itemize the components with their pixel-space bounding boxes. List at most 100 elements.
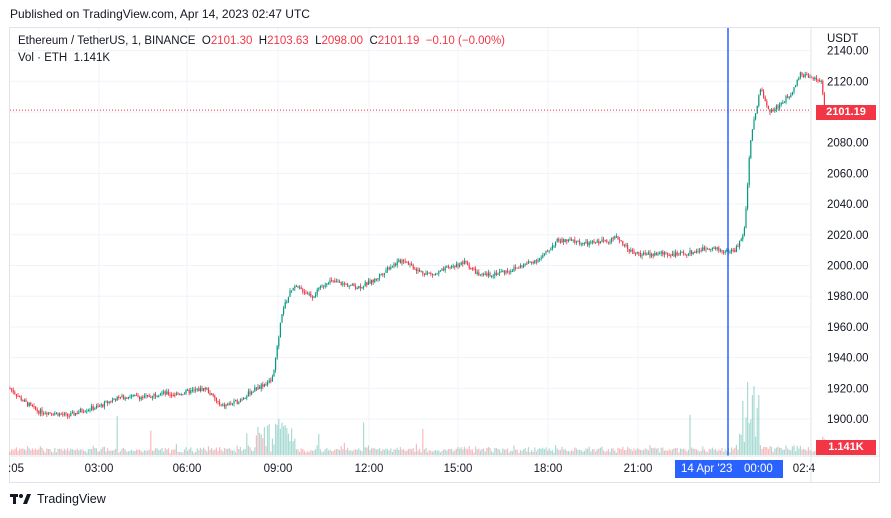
candle [662, 251, 664, 255]
volume-bar [87, 449, 89, 455]
volume-bar [764, 446, 766, 455]
candle [671, 253, 673, 256]
volume-bar [100, 448, 102, 455]
candle [587, 241, 589, 246]
volume-bar [319, 449, 321, 455]
volume-bar [742, 400, 744, 455]
candle [646, 254, 648, 256]
candle [270, 380, 272, 382]
volume-bar [95, 448, 97, 455]
volume-bar [292, 441, 294, 455]
chart-frame[interactable] [9, 27, 880, 483]
volume-bar [702, 446, 704, 455]
candle [497, 273, 499, 275]
candle [164, 391, 166, 395]
candle [227, 404, 229, 406]
volume-bar [12, 450, 14, 455]
candle [503, 270, 505, 274]
volume-bar [537, 449, 539, 455]
volume-bar [351, 451, 353, 455]
candle [246, 396, 248, 399]
candle [649, 252, 651, 257]
candle [812, 78, 814, 80]
volume-bar [217, 450, 219, 455]
candle [281, 314, 283, 323]
candle [356, 287, 358, 289]
volume-bar [577, 449, 579, 455]
volume-bar [428, 449, 430, 455]
volume-bar [335, 449, 337, 455]
candle [593, 240, 595, 243]
candle [502, 270, 504, 272]
candle [222, 404, 224, 406]
candle [799, 72, 801, 78]
volume-bar [785, 445, 787, 455]
volume-bar [340, 446, 342, 455]
candle [43, 413, 45, 415]
candle [348, 285, 350, 287]
candle [188, 390, 190, 394]
volume-bar [399, 447, 401, 455]
candle [558, 238, 560, 242]
volume-bar [809, 450, 811, 455]
candle [145, 395, 147, 397]
candle [551, 245, 553, 249]
volume-bar [665, 450, 667, 455]
candle [766, 101, 768, 106]
volume-bar [185, 447, 187, 455]
candle [479, 274, 481, 276]
candle [71, 412, 73, 414]
candle [17, 395, 19, 397]
volume-bar [246, 433, 248, 455]
candle [667, 253, 669, 256]
volume-bar [548, 448, 550, 455]
candle [252, 391, 254, 393]
candle [467, 262, 469, 265]
volume-bar [385, 448, 387, 455]
close-value: 2101.19 [377, 35, 420, 47]
volume-bar [361, 451, 363, 455]
candle [87, 409, 89, 411]
candle [561, 239, 563, 243]
volume-bar [375, 449, 377, 455]
low-value: 2098.00 [321, 35, 364, 47]
volume-bar [427, 452, 429, 455]
volume-bar [732, 449, 734, 455]
candle [161, 392, 163, 395]
candle [537, 260, 539, 262]
candle [167, 391, 169, 395]
volume-bar [62, 450, 64, 455]
volume-bar [332, 451, 334, 455]
volume-bar [255, 435, 257, 455]
candle [137, 395, 139, 398]
candle [759, 89, 761, 95]
candle [57, 412, 59, 416]
candles [9, 71, 825, 420]
candle [524, 263, 526, 265]
volume-bar [630, 449, 632, 455]
candle [211, 393, 213, 395]
candle [444, 267, 446, 271]
candle [326, 283, 328, 285]
candle [41, 409, 43, 414]
volume-bar [603, 450, 605, 455]
volume-bar [555, 445, 557, 455]
candle [668, 255, 670, 257]
volume-bar [262, 438, 264, 455]
volume-bar [806, 450, 808, 455]
volume-bar [204, 449, 206, 455]
volume-bar [164, 448, 166, 455]
candle [259, 386, 261, 389]
candle [223, 404, 225, 407]
volume-bar [374, 448, 376, 455]
candle [166, 391, 168, 395]
volume-bar [294, 438, 296, 455]
volume-bar [636, 448, 638, 455]
volume-bar [571, 450, 573, 455]
volume-bar [678, 452, 680, 455]
volume-bar [433, 450, 435, 455]
candle [747, 185, 749, 209]
volume-bar [489, 447, 491, 455]
candle [655, 253, 657, 255]
